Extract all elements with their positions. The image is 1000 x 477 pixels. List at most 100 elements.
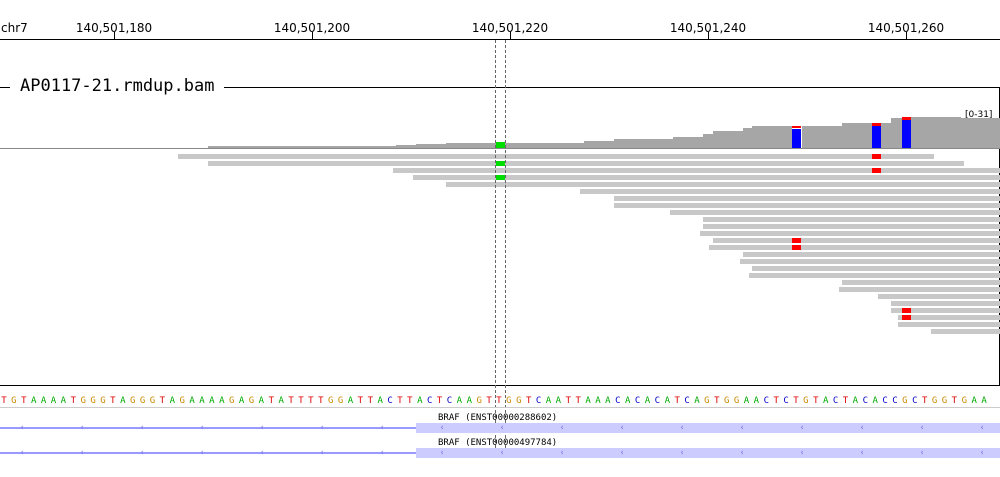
read-alignment <box>839 287 1000 292</box>
reference-base: G <box>179 396 185 406</box>
read-alignment <box>743 252 1000 257</box>
reference-base: C <box>426 396 433 406</box>
reference-base: T <box>407 396 413 406</box>
minus-strand-arrow-icon: ‹ <box>200 448 204 458</box>
reference-base: C <box>832 396 839 406</box>
reference-base: G <box>11 396 17 406</box>
reference-base: T <box>773 396 779 406</box>
reference-base: T <box>1 396 7 406</box>
reference-base: A <box>40 396 47 406</box>
reference-base: A <box>417 396 423 406</box>
gene-label[interactable]: BRAF (ENST00000497784) <box>438 438 558 448</box>
read-alignment <box>413 175 1000 180</box>
read-alignment <box>842 280 1000 285</box>
coverage-bar <box>396 145 416 148</box>
reference-base: G <box>248 396 255 406</box>
ruler-tick-label: 140,501,200 <box>273 21 351 35</box>
gene-label[interactable]: BRAF (ENST00000288602) <box>438 413 558 423</box>
reference-base: G <box>704 396 710 406</box>
reference-base: T <box>842 396 849 406</box>
ruler-tick-mark <box>510 32 511 39</box>
minus-strand-arrow-icon: ‹ <box>200 423 204 433</box>
ruler-tick-mark <box>708 32 709 39</box>
reference-base: A <box>258 396 265 406</box>
reference-base: C <box>654 396 661 406</box>
read-alignment <box>208 161 964 166</box>
minus-strand-arrow-icon: ‹ <box>980 448 984 458</box>
reference-base: A <box>199 396 205 406</box>
chromosome-label: chr7 <box>1 21 28 35</box>
gene-exon[interactable] <box>416 448 1000 458</box>
reference-base: A <box>971 396 977 406</box>
reference-base: A <box>595 396 601 406</box>
reference-base: C <box>763 396 770 406</box>
read-alignment <box>393 168 1000 173</box>
coverage-bar <box>416 144 446 148</box>
coverage-baseline <box>0 148 1000 149</box>
minus-strand-arrow-icon: ‹ <box>140 448 144 458</box>
coverage-bar <box>713 131 743 148</box>
reference-base: T <box>793 396 799 406</box>
minus-strand-arrow-icon: ‹ <box>920 448 924 458</box>
minus-strand-arrow-icon: ‹ <box>740 448 744 458</box>
reference-base: T <box>813 396 819 406</box>
read-alignment <box>740 259 1000 264</box>
coverage-bar <box>743 128 753 148</box>
coverage-bar <box>208 146 396 148</box>
reference-base: A <box>189 396 195 406</box>
read-alignment <box>931 329 1000 334</box>
reference-base: C <box>882 396 888 406</box>
reference-base: C <box>446 396 453 406</box>
genome-ruler[interactable]: chr7 140,501,180 140,501,200 140,501,220… <box>0 0 1000 42</box>
reference-base: G <box>228 396 235 406</box>
reference-base: A <box>694 396 700 406</box>
gene-exon[interactable] <box>416 423 1000 433</box>
reference-base: T <box>921 396 928 406</box>
reference-base: A <box>377 396 383 406</box>
read-alignment <box>700 231 1000 236</box>
mismatch-marker <box>872 154 881 159</box>
ruler-tick-mark <box>312 32 313 39</box>
reference-base: A <box>466 396 473 406</box>
reference-base: C <box>387 396 393 406</box>
reference-base: T <box>21 396 27 406</box>
ruler-tick-mark <box>114 32 115 39</box>
reference-base: G <box>733 396 740 406</box>
reference-base: T <box>674 396 680 406</box>
reference-base: C <box>783 396 789 406</box>
coverage-range-label: [0-31] <box>965 110 993 120</box>
coverage-bar <box>584 141 614 148</box>
center-guide-line <box>495 40 496 458</box>
reference-base: G <box>941 396 948 406</box>
coverage-bar <box>703 134 713 148</box>
reference-base: T <box>110 396 116 406</box>
read-alignment <box>446 182 1000 187</box>
reference-base: C <box>892 396 898 406</box>
reference-base: T <box>70 396 77 406</box>
read-alignment <box>580 189 1000 194</box>
reference-base: T <box>268 396 275 406</box>
read-alignment <box>703 224 1000 229</box>
mismatch-marker <box>902 315 911 320</box>
reference-base: T <box>367 396 374 406</box>
sequence-divider <box>0 407 1000 408</box>
reference-base: A <box>872 396 878 406</box>
read-alignment <box>178 154 934 159</box>
minus-strand-arrow-icon: ‹ <box>560 448 564 458</box>
coverage-bar <box>802 126 842 148</box>
mismatch-marker <box>496 142 505 147</box>
minus-strand-arrow-icon: ‹ <box>140 423 144 433</box>
reference-base: A <box>120 396 126 406</box>
reference-base: A <box>743 396 750 406</box>
mismatch-marker <box>902 308 911 313</box>
reference-base: A <box>555 396 562 406</box>
track-name-label[interactable]: AP0117-21.rmdup.bam <box>10 76 225 96</box>
reference-base: C <box>535 396 542 406</box>
minus-strand-arrow-icon: ‹ <box>980 423 984 433</box>
reference-base: G <box>129 396 136 406</box>
reference-base: T <box>318 396 324 406</box>
